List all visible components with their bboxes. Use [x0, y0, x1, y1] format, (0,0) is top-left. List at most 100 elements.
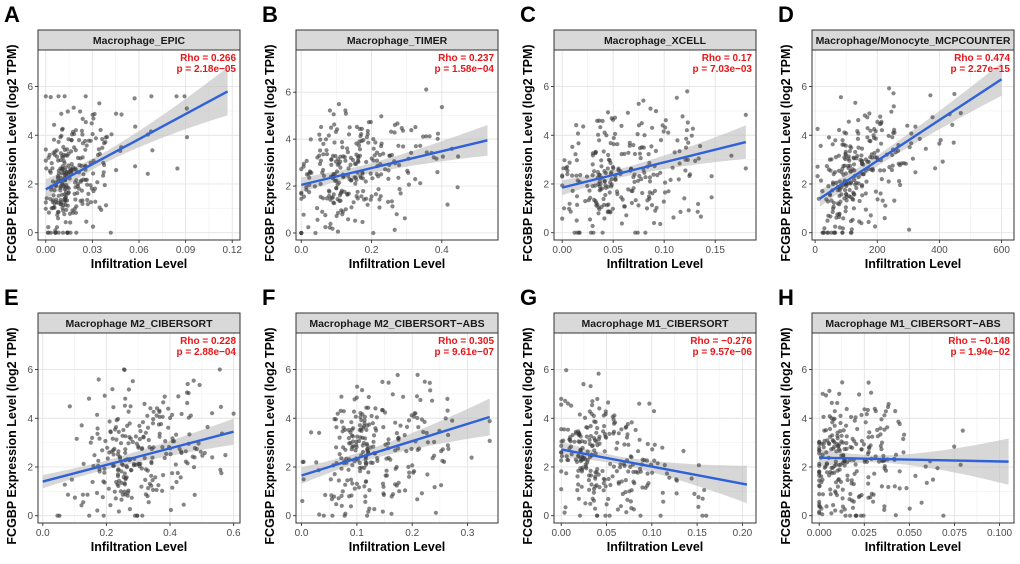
data-point: [369, 413, 374, 419]
data-point: [577, 432, 582, 437]
regression-line: [561, 140, 747, 189]
x-axis-label: Infiltration Level: [349, 257, 446, 271]
data-point: [639, 177, 644, 182]
data-point: [837, 212, 842, 217]
data-point: [63, 185, 68, 190]
data-point: [333, 129, 338, 134]
data-point: [445, 408, 450, 413]
data-point: [873, 409, 878, 414]
data-point: [866, 449, 871, 455]
data-point: [333, 178, 338, 183]
data-point: [331, 172, 336, 177]
data-point: [179, 411, 184, 417]
data-point: [559, 443, 564, 448]
data-point: [150, 148, 155, 153]
data-point: [951, 140, 956, 145]
data-point: [818, 504, 823, 509]
data-point: [323, 225, 328, 230]
data-point: [149, 473, 154, 478]
data-point: [843, 188, 848, 193]
data-point: [590, 496, 595, 501]
data-point: [592, 169, 597, 174]
data-point: [658, 221, 663, 227]
data-point: [334, 445, 339, 450]
data-point: [202, 450, 207, 456]
data-point: [650, 447, 655, 452]
data-point: [110, 387, 115, 392]
data-point: [626, 469, 631, 474]
data-point: [821, 230, 826, 235]
data-point: [619, 152, 624, 157]
data-point: [606, 476, 611, 482]
data-point: [743, 166, 748, 171]
panel-h: H Macrophage M1_CIBERSORT−ABS Rho = −0.148…: [778, 285, 1015, 554]
data-point: [119, 461, 124, 467]
data-point: [347, 125, 352, 130]
data-point: [616, 431, 621, 436]
data-point: [396, 435, 401, 440]
data-point: [825, 218, 830, 223]
data-point: [386, 380, 391, 385]
data-point: [611, 429, 617, 434]
data-point: [90, 224, 96, 229]
data-point: [891, 104, 896, 109]
data-point: [157, 409, 162, 414]
data-point: [829, 400, 834, 405]
data-point: [102, 470, 107, 475]
data-point: [97, 151, 102, 156]
data-point: [111, 405, 116, 410]
data-point: [636, 449, 641, 454]
data-point: [872, 471, 877, 476]
data-point: [304, 158, 309, 163]
data-point: [649, 144, 654, 149]
data-point: [50, 166, 55, 171]
data-point: [48, 95, 53, 100]
data-point: [602, 424, 607, 429]
scatter-points: [300, 372, 492, 518]
data-point: [590, 223, 595, 229]
data-point: [619, 427, 624, 432]
data-point: [424, 87, 429, 92]
data-point: [629, 506, 634, 511]
data-point: [404, 424, 410, 429]
data-point: [314, 460, 319, 465]
data-point: [97, 436, 102, 441]
data-point: [43, 158, 48, 163]
data-point: [59, 133, 64, 138]
data-point: [90, 435, 95, 440]
data-point: [403, 488, 408, 493]
data-point: [666, 130, 671, 135]
data-point: [683, 168, 688, 173]
data-point: [86, 191, 91, 196]
panel-letter: C: [520, 2, 536, 27]
y-tick-label: 0: [801, 228, 807, 239]
data-point: [79, 163, 84, 168]
data-point: [664, 471, 670, 476]
data-point: [849, 145, 854, 150]
data-point: [593, 438, 598, 443]
data-point: [832, 409, 837, 414]
data-point: [95, 180, 100, 185]
data-point: [343, 111, 348, 116]
data-point: [644, 206, 650, 211]
data-point: [663, 180, 668, 185]
data-point: [845, 477, 850, 483]
data-point: [338, 165, 343, 170]
data-point: [88, 440, 93, 445]
data-point: [597, 138, 602, 143]
data-point: [380, 509, 385, 514]
data-point: [103, 140, 108, 145]
data-point: [48, 170, 53, 175]
data-point: [579, 484, 584, 489]
data-point: [49, 206, 54, 211]
data-point: [846, 154, 851, 159]
data-point: [421, 134, 426, 139]
data-point: [677, 161, 682, 166]
data-point: [174, 432, 179, 437]
x-tick-label: 0.2: [365, 245, 379, 256]
data-point: [96, 458, 101, 463]
x-tick-label: 0.050: [897, 528, 922, 539]
data-point: [62, 212, 67, 217]
data-point: [72, 180, 78, 185]
data-point: [66, 191, 71, 196]
